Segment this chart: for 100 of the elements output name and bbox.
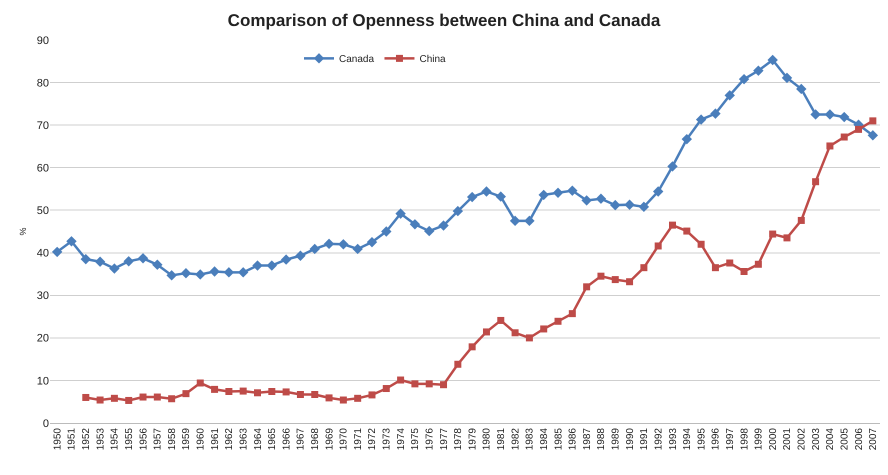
point — [80, 254, 91, 264]
point — [109, 263, 120, 274]
x-tick-label: 1992 — [653, 428, 664, 450]
x-tick-label: 1982 — [510, 428, 522, 450]
point — [326, 394, 333, 402]
y-tick-label: 10 — [36, 375, 49, 388]
point — [224, 267, 234, 278]
point — [209, 266, 220, 277]
point — [654, 242, 662, 250]
x-tick-label: 1993 — [668, 428, 679, 450]
y-tick-label: 50 — [36, 205, 49, 218]
point — [710, 108, 721, 119]
x-tick-label: 1952 — [81, 428, 92, 450]
x-tick-label: 1983 — [524, 428, 536, 450]
x-tick-label: 1996 — [710, 428, 722, 450]
y-tick-label: 80 — [36, 77, 49, 90]
point — [812, 178, 820, 186]
point — [783, 234, 790, 242]
x-tick-label: 1974 — [396, 428, 407, 450]
x-tick-label: 1956 — [138, 428, 150, 450]
y-tick-label: 60 — [36, 162, 49, 175]
point — [683, 228, 690, 235]
point — [696, 114, 706, 125]
point — [296, 390, 304, 398]
point — [868, 130, 878, 141]
point — [652, 186, 664, 197]
x-tick-label: 1964 — [252, 428, 264, 450]
point — [810, 109, 821, 120]
point — [839, 112, 850, 122]
y-tick-label: 40 — [36, 248, 49, 260]
x-tick-label: 1984 — [538, 428, 550, 450]
point — [738, 74, 750, 84]
point — [538, 190, 549, 200]
point — [338, 239, 349, 250]
point — [624, 199, 635, 210]
point — [767, 54, 778, 66]
x-tick-label: 1973 — [382, 428, 393, 450]
x-tick-label: 1980 — [482, 428, 493, 450]
point — [52, 246, 62, 258]
x-tick-label: 2003 — [810, 428, 822, 450]
x-tick-label: 1971 — [352, 428, 364, 450]
point — [840, 134, 848, 141]
point — [154, 394, 161, 401]
x-tick-label: 1965 — [267, 428, 278, 450]
point — [382, 385, 390, 392]
x-tick-label: 1960 — [196, 428, 207, 450]
x-tick-label: 1951 — [66, 428, 78, 450]
x-tick-label: 1963 — [238, 428, 250, 450]
point — [354, 394, 362, 402]
x-tick-label: 1970 — [338, 428, 350, 450]
point — [266, 260, 278, 271]
point — [497, 316, 504, 324]
point — [454, 360, 462, 368]
point — [426, 380, 433, 388]
x-tick-label: 1987 — [582, 428, 593, 450]
legend-label: Canada — [339, 54, 374, 66]
x-tick-label: 1994 — [682, 428, 694, 450]
x-tick-label: 1959 — [181, 428, 192, 450]
y-tick-label: 90 — [36, 34, 49, 47]
point — [411, 380, 418, 388]
point — [554, 318, 562, 325]
point — [638, 202, 650, 212]
point — [669, 222, 676, 229]
point — [124, 256, 134, 266]
x-tick-label: 1962 — [224, 428, 236, 450]
point — [567, 185, 578, 196]
x-tick-label: 1990 — [624, 428, 636, 450]
x-tick-label: 1979 — [467, 428, 478, 450]
point — [583, 283, 590, 290]
x-tick-label: 1954 — [110, 428, 121, 450]
x-tick-label: 1977 — [438, 428, 450, 450]
x-tick-label: 1953 — [95, 428, 106, 450]
point — [740, 268, 748, 275]
point — [481, 186, 492, 197]
point — [796, 84, 806, 94]
x-tick-label: 1957 — [152, 428, 164, 450]
x-tick-label: 1989 — [610, 428, 622, 450]
x-tick-label: 2000 — [768, 428, 779, 450]
x-tick-label: 2001 — [782, 428, 794, 450]
point — [610, 200, 620, 210]
point — [798, 216, 805, 224]
x-tick-label: 2006 — [854, 428, 865, 450]
point — [769, 230, 776, 238]
point — [195, 269, 206, 280]
point — [568, 310, 576, 318]
point — [612, 276, 619, 284]
point — [726, 259, 734, 266]
point — [468, 343, 476, 350]
point — [410, 219, 420, 230]
point — [552, 188, 564, 198]
point — [368, 391, 376, 398]
point — [282, 388, 290, 396]
y-axis-title: % — [18, 227, 28, 236]
point — [397, 376, 404, 384]
y-tick-label: 30 — [36, 290, 49, 302]
point — [225, 388, 232, 396]
point — [540, 325, 548, 332]
point — [196, 380, 204, 386]
point — [238, 267, 248, 278]
x-tick-label: 1958 — [166, 428, 178, 450]
